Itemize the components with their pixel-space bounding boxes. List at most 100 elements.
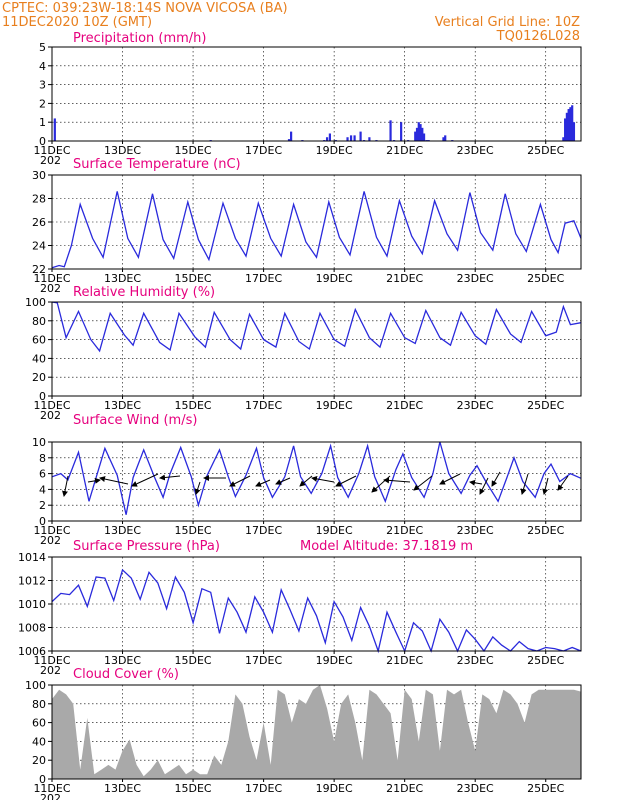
x-tick-label: 19DEC bbox=[316, 272, 353, 285]
header-model-id: TQ0126L028 bbox=[496, 29, 580, 44]
y-tick-label: 1 bbox=[39, 116, 46, 129]
panel-temp: 22 24 26 28 30 11DEC 13DEC 15DEC 17DEC 19DEC 21DEC… bbox=[32, 157, 582, 295]
y-tick-label: 3 bbox=[39, 79, 46, 92]
y-tick-label: 5 bbox=[39, 41, 46, 54]
x-tick-label: 19DEC bbox=[316, 654, 353, 667]
x-tick-label: 25DEC bbox=[527, 782, 564, 795]
pressure-panel-title: Surface Pressure (hPa) bbox=[73, 539, 220, 554]
precip-bar bbox=[415, 127, 419, 141]
x-tick-label: 15DEC bbox=[175, 524, 212, 537]
y-tick-label: 2 bbox=[39, 97, 46, 110]
header-run-date: 11DEC2020 10Z (GMT) bbox=[2, 15, 152, 30]
y-tick-label: 24 bbox=[32, 240, 46, 253]
rh-series-line bbox=[51, 301, 582, 353]
x-tick-label: 19DEC bbox=[316, 524, 353, 537]
x-tick-label: 17DEC bbox=[245, 272, 282, 285]
precip-bar bbox=[572, 122, 576, 141]
x-year-subtext: 202 bbox=[40, 409, 61, 422]
x-tick-label: 25DEC bbox=[527, 399, 564, 412]
panel-frame bbox=[51, 46, 582, 142]
panel-wind: 0 2 4 6 8 10 11DEC 13DEC 15DEC 17DEC 19DEC 21DEC 23D… bbox=[32, 413, 582, 547]
wind-arrow bbox=[520, 473, 529, 495]
x-tick-label: 19DEC bbox=[316, 399, 353, 412]
y-tick-label: 4 bbox=[39, 60, 46, 73]
x-tick-label: 17DEC bbox=[245, 654, 282, 667]
temp-panel-title: Surface Temperature (nC) bbox=[73, 157, 241, 172]
y-tick-label: 28 bbox=[32, 193, 46, 206]
y-tick-label: 1012 bbox=[18, 575, 46, 588]
y-tick-label: 100 bbox=[25, 679, 46, 692]
x-tick-label: 21DEC bbox=[386, 782, 423, 795]
precip-bar bbox=[353, 135, 356, 141]
precip-bar bbox=[368, 137, 371, 141]
y-tick-label: 0 bbox=[39, 390, 46, 403]
x-tick-label: 13DEC bbox=[104, 654, 141, 667]
x-year-subtext: 202 bbox=[40, 792, 61, 800]
cloud-cover-area bbox=[52, 685, 581, 779]
y-tick-label: 0 bbox=[39, 135, 46, 148]
panel-frame bbox=[51, 441, 582, 522]
y-tick-label: 1008 bbox=[18, 622, 46, 635]
x-tick-label: 21DEC bbox=[386, 524, 423, 537]
y-tick-label: 1014 bbox=[18, 551, 46, 564]
y-tick-label: 0 bbox=[39, 773, 46, 786]
rh-panel-title: Relative Humidity (%) bbox=[73, 285, 215, 300]
x-tick-label: 15DEC bbox=[175, 399, 212, 412]
y-tick-label: 40 bbox=[32, 735, 46, 748]
x-tick-label: 25DEC bbox=[527, 654, 564, 667]
precip-bar bbox=[444, 135, 447, 141]
precip-bar bbox=[359, 131, 362, 141]
x-tick-label: 13DEC bbox=[104, 524, 141, 537]
panel-precip: 0 1 2 3 4 5 11DEC 13DEC 15DEC 17DEC 19DEC 21DEC 23DE… bbox=[33, 31, 582, 167]
wind-arrow bbox=[194, 481, 201, 495]
panels: 0 1 2 3 4 5 11DEC 13DEC 15DEC 17DEC 19DEC 21DEC 23DE… bbox=[18, 31, 582, 800]
x-tick-label: 17DEC bbox=[245, 399, 282, 412]
x-tick-label: 19DEC bbox=[316, 782, 353, 795]
wind-arrow bbox=[335, 475, 357, 487]
precip-bar bbox=[349, 135, 353, 141]
precip-bar bbox=[346, 137, 349, 141]
precip-bar bbox=[328, 133, 332, 141]
precip-bar bbox=[567, 109, 570, 141]
x-tick-label: 11DEC bbox=[33, 524, 70, 537]
wind-arrow bbox=[557, 475, 569, 491]
x-year-subtext: 202 bbox=[40, 664, 61, 677]
model-altitude-annotation: Model Altitude: 37.1819 m bbox=[300, 539, 473, 554]
x-tick-label: 13DEC bbox=[104, 782, 141, 795]
wind-arrow bbox=[87, 477, 101, 484]
x-tick-label: 23DEC bbox=[457, 782, 494, 795]
y-tick-label: 80 bbox=[32, 698, 46, 711]
wind-arrow bbox=[255, 479, 271, 487]
y-tick-label: 10 bbox=[32, 436, 46, 449]
x-tick-label: 15DEC bbox=[175, 272, 212, 285]
wind-arrow bbox=[311, 475, 335, 483]
precip-bar bbox=[442, 137, 445, 141]
y-tick-label: 80 bbox=[32, 315, 46, 328]
y-tick-label: 30 bbox=[32, 169, 46, 182]
x-tick-label: 21DEC bbox=[386, 654, 423, 667]
x-tick-label: 13DEC bbox=[104, 144, 141, 157]
wind-arrow bbox=[299, 475, 313, 487]
panel-cloud: 0 20 40 60 80 100 11DEC 13DEC 15DEC 17DEC 19DEC 21D… bbox=[25, 667, 582, 800]
x-tick-label: 23DEC bbox=[457, 272, 494, 285]
panel-frame bbox=[51, 556, 582, 652]
wind-arrow bbox=[491, 471, 501, 487]
wind-arrow bbox=[383, 477, 411, 484]
x-tick-label: 13DEC bbox=[104, 399, 141, 412]
precip-bar bbox=[569, 107, 572, 141]
x-tick-label: 15DEC bbox=[175, 654, 212, 667]
panel-rh: 0 20 40 60 80 100 11DEC 13DEC 15DEC 17DEC 19DEC 21D… bbox=[25, 285, 582, 422]
y-tick-label: 20 bbox=[32, 754, 46, 767]
precip-bar bbox=[564, 118, 567, 141]
precip-bar bbox=[417, 122, 420, 141]
precip-bar bbox=[422, 133, 426, 141]
x-tick-label: 23DEC bbox=[457, 524, 494, 537]
x-tick-label: 17DEC bbox=[245, 144, 282, 157]
header-station: CPTEC: 039:23W-18:14S NOVA VICOSA (BA) bbox=[2, 1, 288, 16]
wind-arrow bbox=[479, 477, 489, 495]
x-tick-label: 11DEC bbox=[33, 782, 70, 795]
x-tick-label: 15DEC bbox=[175, 782, 212, 795]
cloud-panel-title: Cloud Cover (%) bbox=[73, 667, 179, 682]
y-tick-label: 8 bbox=[39, 452, 46, 465]
